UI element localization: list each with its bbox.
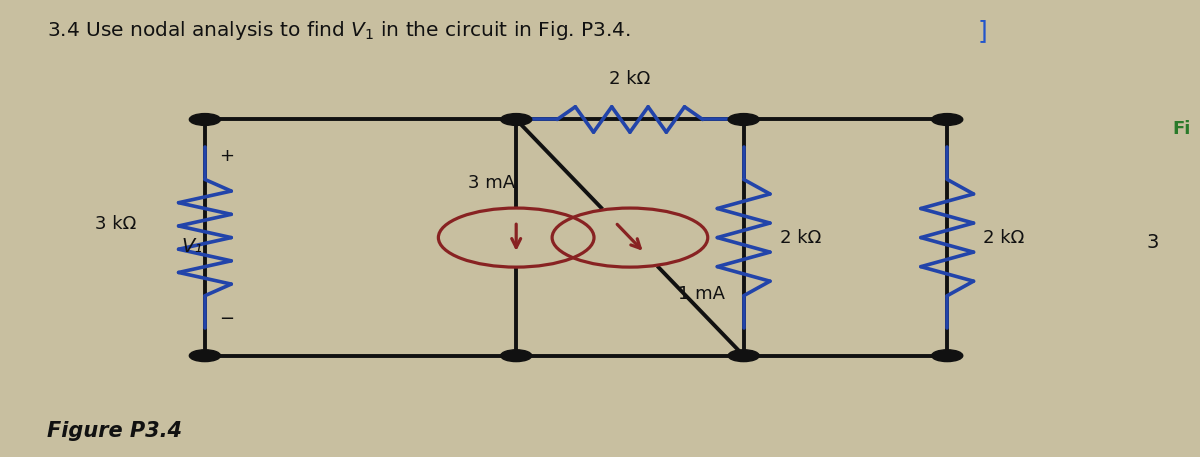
Circle shape	[728, 114, 760, 125]
Circle shape	[728, 350, 760, 361]
Text: 3 kΩ: 3 kΩ	[95, 215, 136, 233]
Text: 3.4 Use nodal analysis to find $V_1$ in the circuit in Fig. P3.4.: 3.4 Use nodal analysis to find $V_1$ in …	[47, 19, 631, 43]
Circle shape	[190, 114, 221, 125]
Circle shape	[500, 114, 532, 125]
Circle shape	[931, 114, 962, 125]
Text: 1 mA: 1 mA	[678, 285, 725, 303]
Text: 2 kΩ: 2 kΩ	[780, 228, 821, 247]
Text: 2 kΩ: 2 kΩ	[610, 69, 650, 88]
Circle shape	[500, 350, 532, 361]
Text: Figure P3.4: Figure P3.4	[47, 420, 182, 441]
Text: −: −	[218, 310, 234, 328]
Text: ]: ]	[977, 19, 986, 43]
Circle shape	[931, 350, 962, 361]
Text: 3: 3	[1147, 233, 1159, 252]
Text: V₁: V₁	[181, 237, 203, 256]
Text: +: +	[218, 147, 234, 165]
Text: Fi: Fi	[1172, 120, 1190, 138]
Text: 3 mA: 3 mA	[468, 174, 516, 192]
Circle shape	[190, 350, 221, 361]
Text: 2 kΩ: 2 kΩ	[983, 228, 1025, 247]
